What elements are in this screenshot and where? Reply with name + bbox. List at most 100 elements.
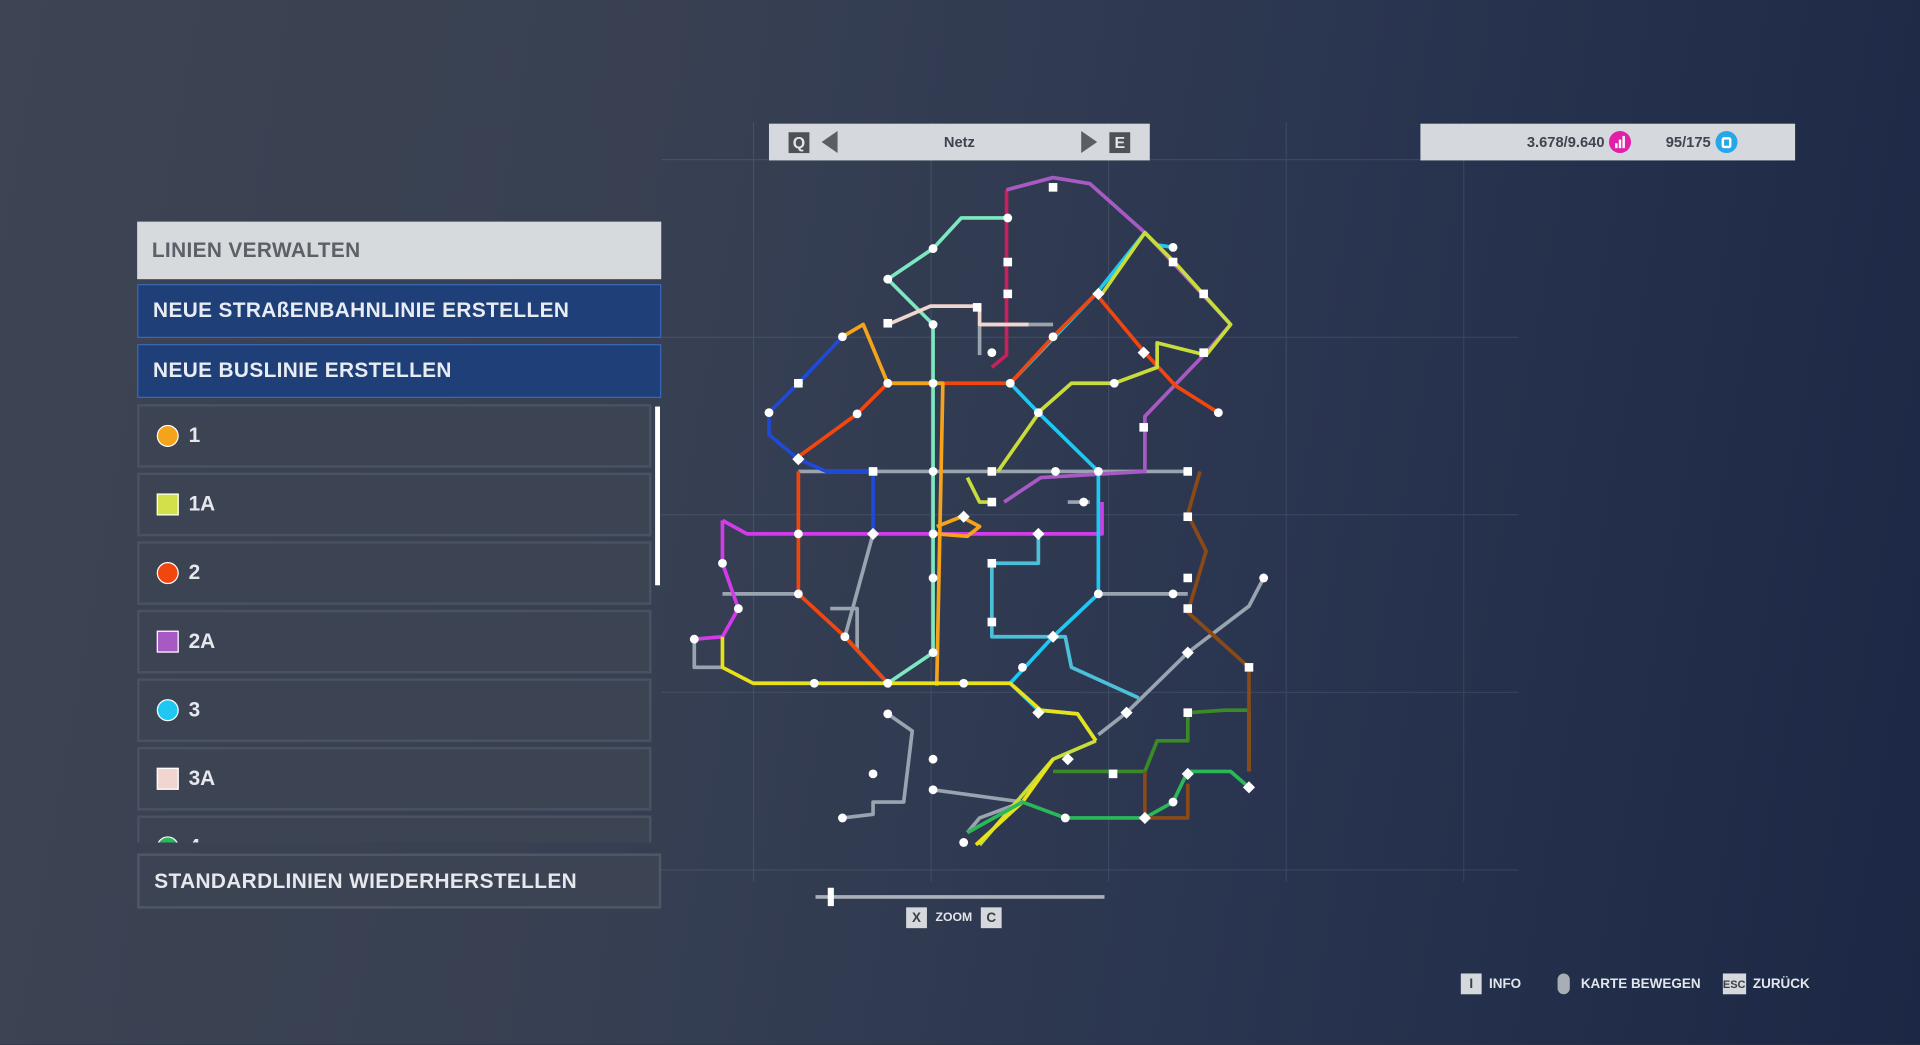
stop-marker[interactable] xyxy=(1060,813,1070,823)
stop-marker[interactable] xyxy=(928,244,938,253)
stop-marker[interactable] xyxy=(1168,242,1178,252)
line-list-scrollbar[interactable] xyxy=(655,406,661,586)
stop-marker[interactable] xyxy=(959,678,969,688)
stop-marker[interactable] xyxy=(1168,797,1178,807)
zoom-out-key[interactable]: X xyxy=(906,907,927,929)
route-magenta[interactable] xyxy=(694,520,741,642)
station-marker[interactable] xyxy=(1003,257,1013,267)
station-marker[interactable] xyxy=(1048,183,1058,192)
station-marker[interactable] xyxy=(987,617,997,627)
route-brown[interactable] xyxy=(1143,771,1190,820)
transfer-marker[interactable] xyxy=(1061,753,1074,766)
hint-info[interactable]: I INFO xyxy=(1460,973,1521,995)
stop-marker[interactable] xyxy=(840,632,850,642)
stop-marker[interactable] xyxy=(852,409,862,419)
prev-view-key[interactable]: Q xyxy=(788,131,810,153)
stop-marker[interactable] xyxy=(868,769,878,779)
stop-marker[interactable] xyxy=(1003,213,1013,223)
route-darkgreen[interactable] xyxy=(1053,708,1251,774)
transfer-marker[interactable] xyxy=(1047,630,1060,643)
stop-marker[interactable] xyxy=(1051,467,1060,476)
route-orange[interactable] xyxy=(841,322,945,686)
route-grey[interactable] xyxy=(843,533,875,638)
stop-marker[interactable] xyxy=(928,648,938,658)
stop-marker[interactable] xyxy=(928,754,938,764)
route-purple[interactable] xyxy=(1003,175,1233,504)
line-item[interactable]: 2 xyxy=(137,541,652,605)
stop-marker[interactable] xyxy=(883,709,893,719)
stop-marker[interactable] xyxy=(959,838,969,847)
stop-marker[interactable] xyxy=(733,604,743,613)
stop-marker[interactable] xyxy=(838,813,847,823)
route-cyan[interactable] xyxy=(1008,231,1147,742)
station-marker[interactable] xyxy=(1168,257,1178,267)
stop-marker[interactable] xyxy=(928,467,938,476)
stop-marker[interactable] xyxy=(928,529,938,539)
arrow-left-icon[interactable] xyxy=(821,131,838,154)
route-mint[interactable] xyxy=(843,216,1007,686)
station-marker[interactable] xyxy=(1183,573,1193,583)
line-item[interactable]: 1 xyxy=(137,404,652,468)
transfer-marker[interactable] xyxy=(1181,646,1194,659)
zoom-slider-handle[interactable] xyxy=(827,887,834,907)
arrow-right-icon[interactable] xyxy=(1081,131,1098,154)
stop-marker[interactable] xyxy=(1093,589,1103,599)
station-marker[interactable] xyxy=(1183,604,1193,613)
stop-marker[interactable] xyxy=(689,634,699,644)
zoom-in-key[interactable]: C xyxy=(980,907,1002,929)
station-marker[interactable] xyxy=(1183,512,1193,522)
stop-marker[interactable] xyxy=(928,320,938,329)
restore-default-lines-button[interactable]: STANDARDLINIEN WIEDERHERSTELLEN xyxy=(137,853,662,909)
route-grey[interactable] xyxy=(830,606,859,649)
stop-marker[interactable] xyxy=(1005,378,1015,388)
route-brown[interactable] xyxy=(1185,470,1251,772)
stop-marker[interactable] xyxy=(838,332,847,342)
station-marker[interactable] xyxy=(1199,348,1208,357)
stop-marker[interactable] xyxy=(883,274,893,284)
stop-marker[interactable] xyxy=(928,573,938,583)
route-teal[interactable] xyxy=(990,563,1140,700)
new-tram-line-button[interactable]: NEUE STRAßENBAHNLINIE ERSTELLEN xyxy=(137,284,662,338)
new-bus-line-button[interactable]: NEUE BUSLINIE ERSTELLEN xyxy=(137,344,662,398)
stop-marker[interactable] xyxy=(1079,497,1089,507)
next-view-key[interactable]: E xyxy=(1109,131,1131,153)
station-marker[interactable] xyxy=(1244,663,1254,672)
route-teal[interactable] xyxy=(991,533,1041,566)
hint-back[interactable]: ESC ZURÜCK xyxy=(1722,973,1810,995)
stop-marker[interactable] xyxy=(987,348,997,358)
stop-marker[interactable] xyxy=(1018,662,1027,672)
route-crimson[interactable] xyxy=(990,189,1009,369)
stop-marker[interactable] xyxy=(793,589,803,599)
station-marker[interactable] xyxy=(883,318,893,328)
station-marker[interactable] xyxy=(972,303,982,312)
stop-marker[interactable] xyxy=(1048,332,1058,342)
route-lime[interactable] xyxy=(978,739,1097,847)
station-marker[interactable] xyxy=(987,497,997,507)
station-marker[interactable] xyxy=(1183,467,1193,476)
station-marker[interactable] xyxy=(1003,289,1013,299)
station-marker[interactable] xyxy=(1139,423,1148,432)
station-marker[interactable] xyxy=(868,467,878,476)
line-item[interactable]: 2A xyxy=(137,609,652,674)
station-marker[interactable] xyxy=(1183,708,1193,717)
line-item[interactable]: 3A xyxy=(137,746,652,811)
stop-marker[interactable] xyxy=(718,558,727,568)
stop-marker[interactable] xyxy=(1213,408,1223,418)
stop-marker[interactable] xyxy=(928,378,938,388)
line-item[interactable]: 1A xyxy=(137,472,652,537)
route-green[interactable] xyxy=(966,769,1251,835)
stop-marker[interactable] xyxy=(1259,573,1269,583)
stop-marker[interactable] xyxy=(1033,408,1043,418)
route-lime[interactable] xyxy=(996,230,1233,473)
route-grey[interactable] xyxy=(932,787,1025,834)
line-item[interactable]: 3 xyxy=(137,678,652,743)
stop-marker[interactable] xyxy=(809,678,819,688)
stop-marker[interactable] xyxy=(793,529,803,539)
stop-marker[interactable] xyxy=(1168,589,1178,599)
station-marker[interactable] xyxy=(1108,769,1118,779)
route-grey[interactable] xyxy=(842,712,915,820)
transfer-marker[interactable] xyxy=(1242,781,1256,794)
stop-marker[interactable] xyxy=(883,678,893,688)
station-marker[interactable] xyxy=(794,378,803,388)
